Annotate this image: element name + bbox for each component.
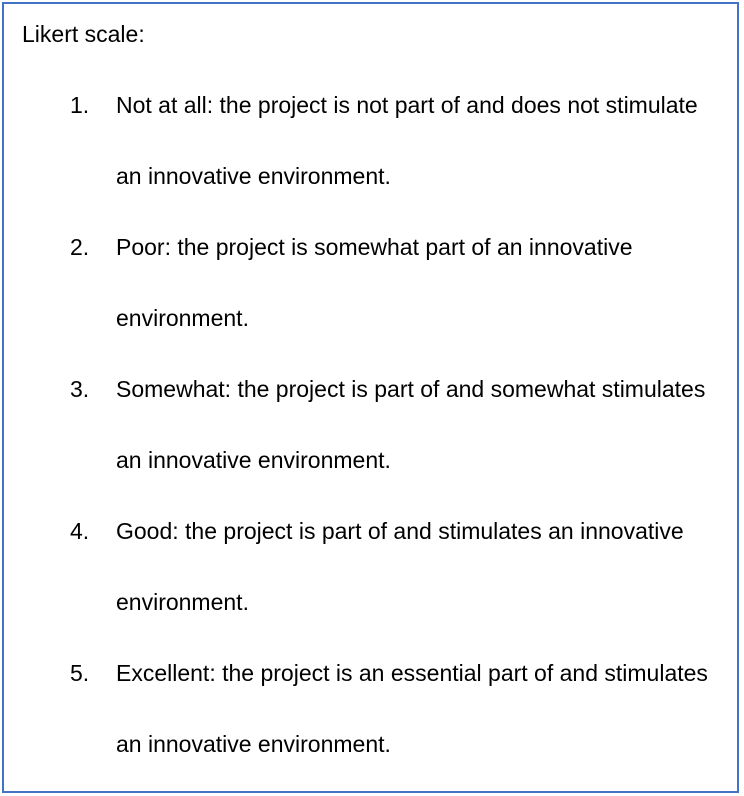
- list-item-number: 1.: [70, 92, 90, 118]
- list-item-text: Somewhat: the project is part of and som…: [116, 376, 706, 473]
- list-item: 4. Good: the project is part of and stim…: [70, 496, 730, 638]
- likert-scale-heading: Likert scale:: [22, 21, 145, 47]
- list-item-number: 4.: [70, 518, 90, 544]
- list-item: 5. Excellent: the project is an essentia…: [70, 638, 730, 780]
- list-item-text: Excellent: the project is an essential p…: [116, 660, 708, 757]
- list-item-text: Poor: the project is somewhat part of an…: [116, 234, 633, 331]
- list-item-number: 3.: [70, 376, 90, 402]
- list-item-number: 2.: [70, 234, 90, 260]
- list-item: 2. Poor: the project is somewhat part of…: [70, 212, 730, 354]
- list-item-text: Not at all: the project is not part of a…: [116, 92, 698, 189]
- list-item: 3. Somewhat: the project is part of and …: [70, 354, 730, 496]
- list-item: 1. Not at all: the project is not part o…: [70, 70, 730, 212]
- list-item-number: 5.: [70, 660, 90, 686]
- list-item-text: Good: the project is part of and stimula…: [116, 518, 684, 615]
